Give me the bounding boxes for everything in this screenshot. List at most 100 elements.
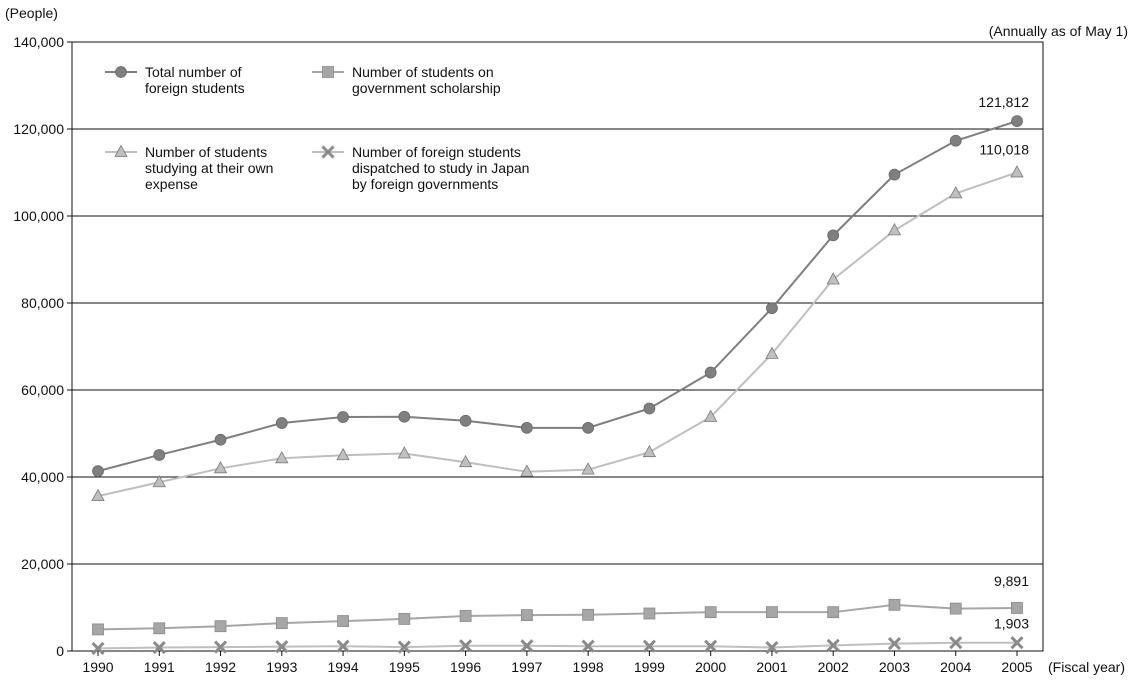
legend-label: studying at their own <box>145 160 273 176</box>
data-point <box>888 168 901 181</box>
data-point <box>642 639 656 653</box>
data-point <box>152 640 166 655</box>
plot-area <box>71 41 1044 652</box>
x-tick-label: 1995 <box>389 659 420 675</box>
data-point <box>582 608 595 621</box>
legend-marker <box>321 145 335 159</box>
x-tick-label: 2000 <box>695 659 726 675</box>
data-point <box>766 302 778 315</box>
x-tick-label: 2002 <box>818 659 849 675</box>
data-point <box>459 610 472 622</box>
data-point <box>704 366 717 379</box>
x-tick-label: 1996 <box>450 659 481 675</box>
y-tick-label: 140,000 <box>13 34 64 50</box>
data-point <box>888 598 901 611</box>
data-point <box>458 454 473 468</box>
series-x: 1,903 <box>91 616 1029 655</box>
data-point <box>765 640 779 655</box>
data-point <box>1011 602 1023 614</box>
data-point <box>213 640 228 654</box>
x-tick-label: 2001 <box>756 659 787 675</box>
x-tick-label: 1997 <box>511 659 542 675</box>
data-point <box>275 450 289 464</box>
y-tick-label: 40,000 <box>21 469 64 485</box>
series-circle: 121,812 <box>92 94 1029 478</box>
data-point <box>887 637 902 651</box>
legend-marker <box>115 66 127 78</box>
y-tick-label: 0 <box>56 643 64 659</box>
data-point <box>92 623 104 636</box>
data-point <box>826 638 840 652</box>
legend-marker <box>322 66 334 78</box>
data-point <box>581 462 595 475</box>
y-tick-label: 60,000 <box>21 382 64 398</box>
x-tick-label: 1994 <box>327 659 358 675</box>
data-point <box>398 410 411 423</box>
data-point <box>520 421 533 434</box>
grid-lines <box>72 128 1043 565</box>
legend-marker <box>114 144 128 157</box>
data-point <box>213 460 228 474</box>
data-point <box>397 446 412 459</box>
y-tick-label: 20,000 <box>21 556 64 572</box>
data-point <box>642 444 657 458</box>
legend-label: expense <box>145 176 198 192</box>
data-point <box>337 615 349 627</box>
data-point <box>766 606 778 619</box>
data-point <box>949 134 962 147</box>
x-tick-label: 1992 <box>205 659 236 675</box>
data-point <box>1010 636 1024 650</box>
data-point <box>826 272 840 285</box>
data-point <box>336 447 350 461</box>
data-point <box>91 488 105 502</box>
data-label: 121,812 <box>978 94 1029 110</box>
series-line <box>97 120 1018 473</box>
data-point <box>582 421 595 434</box>
data-point <box>214 433 227 446</box>
data-point <box>704 606 717 619</box>
data-point <box>153 622 166 635</box>
legend-label: Number of foreign students <box>352 144 521 160</box>
data-point <box>275 617 288 630</box>
y-axis-title: (People) <box>5 5 58 21</box>
data-point <box>275 640 289 654</box>
data-point <box>827 229 840 242</box>
data-point <box>1011 115 1023 128</box>
data-point <box>337 411 349 423</box>
data-point <box>520 639 534 653</box>
data-point <box>152 474 166 488</box>
data-point <box>398 613 411 625</box>
x-tick-label: 2003 <box>879 659 910 675</box>
legend-label: Number of students on <box>352 64 494 80</box>
data-point <box>275 417 288 429</box>
data-point <box>887 223 902 236</box>
x-tick-label: 2005 <box>1001 659 1032 675</box>
series-line <box>97 603 1018 631</box>
data-label: 1,903 <box>994 616 1029 632</box>
x-tick-label: 1991 <box>144 659 175 675</box>
data-point <box>703 409 718 422</box>
data-point <box>949 186 963 199</box>
data-point <box>581 639 595 653</box>
series-triangle: 110,018 <box>91 141 1029 502</box>
y-tick-label: 100,000 <box>13 208 64 224</box>
legend-label: Number of students <box>145 144 267 160</box>
data-point <box>91 641 105 655</box>
legend-label: dispatched to study in Japan <box>352 160 529 176</box>
legend-label: foreign students <box>145 80 245 96</box>
x-tick-label: 1993 <box>266 659 297 675</box>
legend-label: by foreign governments <box>352 176 498 192</box>
data-point <box>1010 165 1024 178</box>
data-point <box>520 464 534 477</box>
series-line <box>97 641 1018 650</box>
data-point <box>949 602 962 615</box>
y-tick-label: 120,000 <box>13 121 64 137</box>
series-group: 121,812 9,891 110,018 1,903 <box>91 94 1029 655</box>
data-point <box>643 402 656 415</box>
data-point <box>827 606 840 619</box>
